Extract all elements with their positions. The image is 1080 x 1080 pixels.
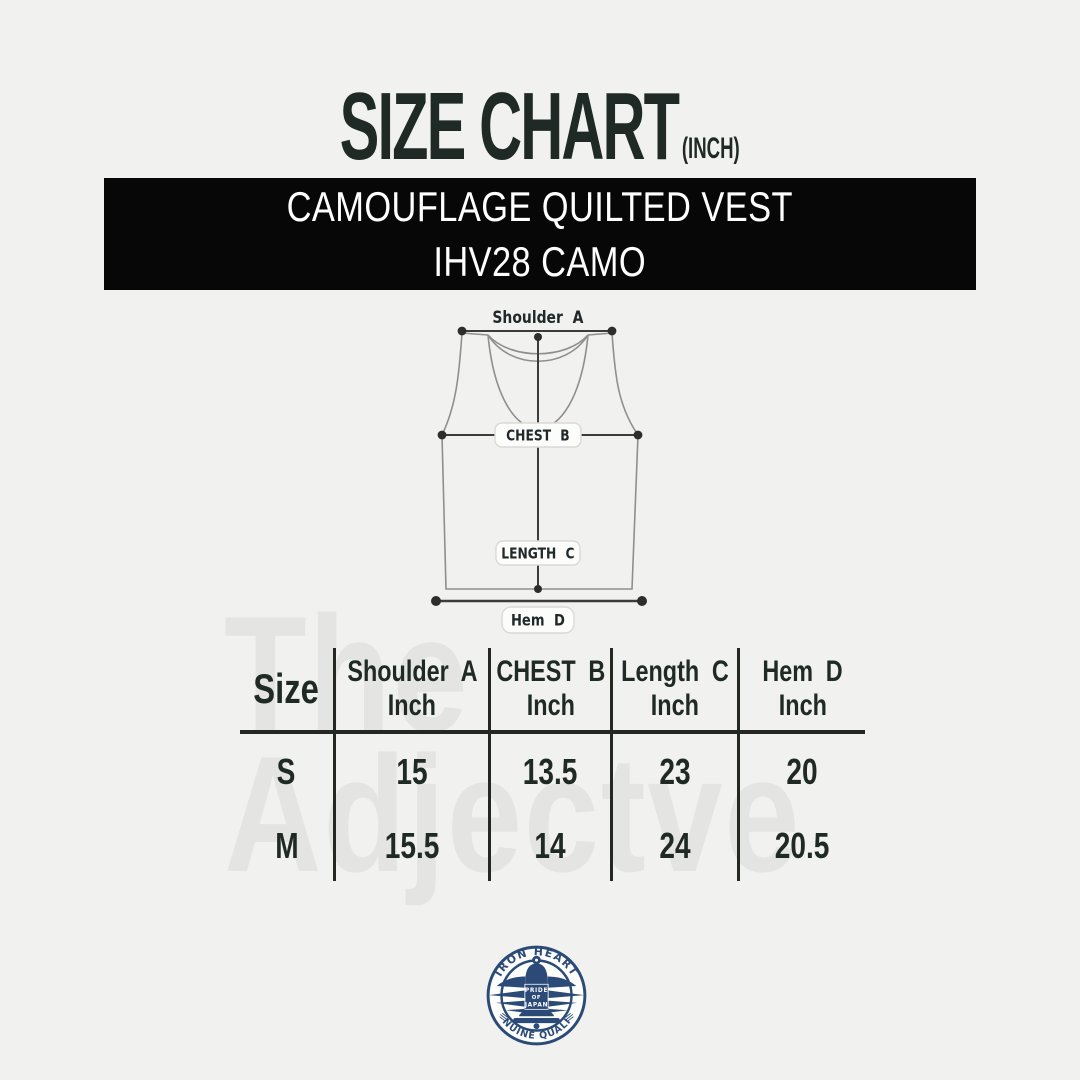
header-size: Size: [240, 648, 333, 734]
shoulder-a-label: Shoulder A: [492, 308, 583, 328]
bell-icon: PRIDE OF JAPAN: [513, 955, 560, 1030]
bell-text-of: OF: [532, 995, 542, 1001]
title-unit: (INCH): [682, 132, 741, 165]
chest-b-label: CHEST B: [506, 427, 569, 444]
iron-heart-logo: IRON HEART GENUINE QUALITY PRIDE OF JAPA…: [476, 935, 587, 1046]
row-s-length: 23: [610, 734, 737, 810]
row-m-shoulder: 15.5: [333, 810, 488, 881]
product-code: IHV28 CAMO: [433, 237, 647, 285]
header-length: Length C Inch: [610, 648, 737, 734]
size-table: Size Shoulder A Inch CHEST B Inch Length…: [240, 648, 865, 881]
header-shoulder: Shoulder A Inch: [333, 648, 488, 734]
row-s-size: S: [277, 751, 296, 792]
watermark-line1: The: [224, 582, 470, 766]
row-m-chest: 14: [488, 810, 610, 881]
label-pills: [494, 422, 582, 634]
row-s-hem: 20: [737, 734, 865, 810]
watermark-line2: Adjectve: [224, 722, 802, 906]
bell-text-pride: PRIDE: [525, 988, 548, 994]
product-name: CAMOUFLAGE QUILTED VEST: [286, 182, 794, 230]
row-m-hem: 20.5: [737, 810, 865, 881]
bell-text-japan: JAPAN: [524, 1002, 548, 1008]
product-banner: CAMOUFLAGE QUILTED VEST IHV28 CAMO: [104, 178, 976, 290]
header-hem: Hem D Inch: [737, 648, 865, 734]
measurement-dots: [431, 326, 647, 606]
decorative-marks: [499, 1012, 574, 1022]
row-m-length: 24: [610, 810, 737, 881]
hem-d-label: Hem D: [511, 611, 565, 630]
vest-measurement-diagram: Shoulder A CHEST B LENGTH C Hem D: [431, 308, 647, 634]
page-title: SIZE CHART (INCH): [0, 62, 1080, 180]
length-c-label: LENGTH C: [501, 545, 574, 562]
header-chest: CHEST B Inch: [488, 648, 610, 734]
title-text: SIZE CHART: [339, 72, 680, 180]
row-s-shoulder: 15: [333, 734, 488, 810]
row-s-chest: 13.5: [488, 734, 610, 810]
row-m-size: M: [274, 824, 299, 866]
